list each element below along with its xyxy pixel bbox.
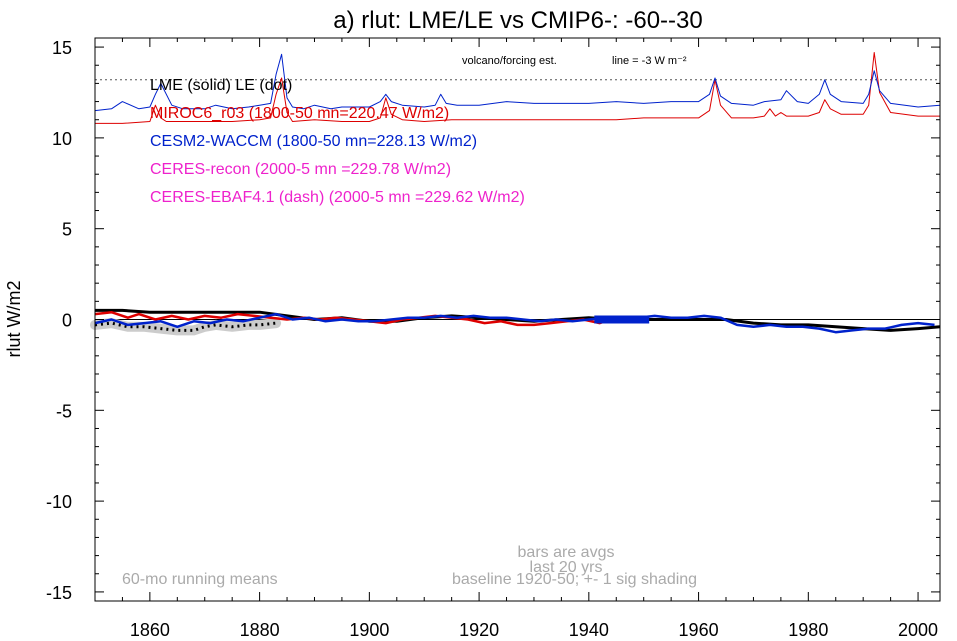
legend-entry-cesm2: CESM2-WACCM (1800-50 mn=228.13 W/m2) [150,133,477,150]
y-tick-label-15: 15 [52,38,72,58]
line-note-annotation: line = -3 W m⁻² [612,55,687,67]
bars-note-line2: last 20 yrs [530,559,603,576]
legend: LME (solid) LE (dot) MIROC6_r03 (1800-50… [150,77,525,206]
series-line-anomaly-miroc6-r03 [94,310,617,327]
series-line-anomaly-cesm2-waccm [94,312,935,334]
series-line-forcing-cesm2-waccm [94,53,941,112]
y-tick-label--15: -15 [46,583,72,603]
baseline-note: baseline 1920-50; +- 1 sig shading [452,571,697,588]
volcano-annotation: volcano/forcing est. [462,55,557,67]
y-tick-label-5: 5 [62,220,72,240]
x-tick-label-1960: 1960 [679,620,719,640]
y-tick-label-0: 0 [62,311,72,331]
y-tick-label--5: -5 [56,401,72,421]
avg-bar [594,315,650,324]
running-mean-note: 60-mo running means [122,571,278,588]
y-tick-label-10: 10 [52,129,72,149]
x-tick-label-1900: 1900 [349,620,389,640]
y-tick-label--10: -10 [46,492,72,512]
chart-title: a) rlut: LME/LE vs CMIP6-: -60--30 [333,7,702,34]
series-shading-le-dot [90,318,282,336]
x-axis: 1860 1880 1900 1920 1940 1960 1980 2000 [94,38,938,640]
x-tick-label-1940: 1940 [569,620,609,640]
y-axis-label: rlut W/m2 [4,280,24,357]
y-axis: 15 10 5 0 -5 -10 -15 [46,38,940,603]
x-tick-label-1980: 1980 [788,620,828,640]
x-tick-label-1880: 1880 [240,620,280,640]
x-tick-label-1920: 1920 [459,620,499,640]
x-tick-label-1860: 1860 [130,620,170,640]
legend-entry-ceres-recon: CERES-recon (2000-5 mn =229.78 W/m2) [150,161,451,178]
legend-entry-lme-le: LME (solid) LE (dot) [150,77,292,94]
x-tick-label-2000: 2000 [898,620,938,640]
bars-note-line1: bars are avgs [518,544,615,561]
plot-area [90,52,941,336]
series-line-forcing-miroc6-r03 [95,52,940,124]
legend-entry-ceres-ebaf: CERES-EBAF4.1 (dash) (2000-5 mn =229.62 … [150,189,525,206]
legend-entry-miroc6: MIROC6_r03 (1800-50 mn=220.47 W/m2) [150,105,449,122]
